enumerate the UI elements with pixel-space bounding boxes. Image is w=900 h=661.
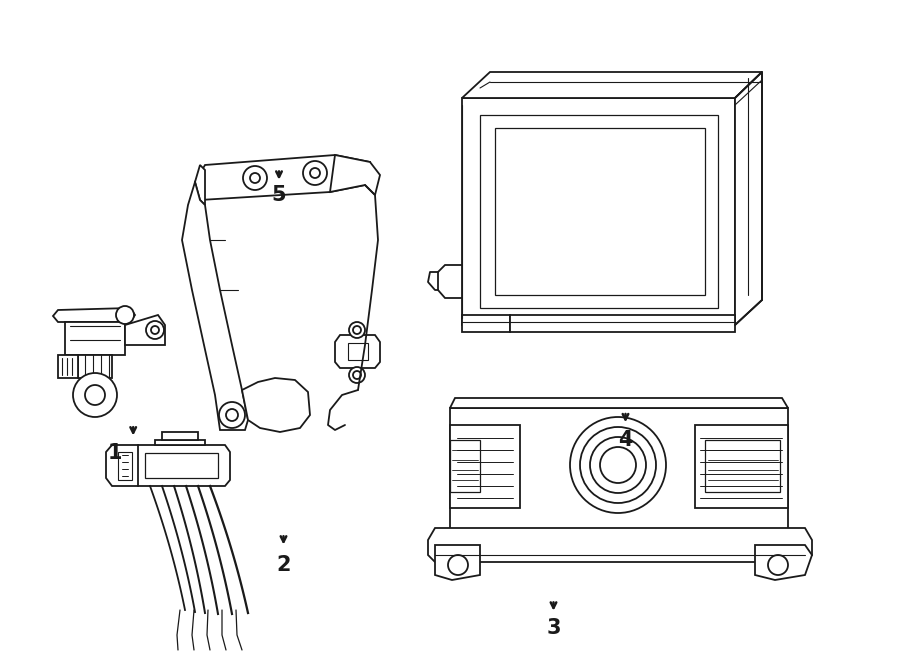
Polygon shape [65, 322, 125, 355]
Polygon shape [195, 155, 370, 200]
Circle shape [600, 447, 636, 483]
Polygon shape [58, 355, 78, 378]
Circle shape [151, 326, 159, 334]
Circle shape [353, 371, 361, 379]
Polygon shape [462, 98, 735, 325]
Polygon shape [755, 545, 812, 580]
Text: 3: 3 [546, 618, 561, 638]
Circle shape [580, 427, 656, 503]
Polygon shape [78, 355, 112, 378]
Text: 2: 2 [276, 555, 291, 575]
Circle shape [349, 367, 365, 383]
Circle shape [310, 168, 320, 178]
Circle shape [353, 326, 361, 334]
Polygon shape [462, 315, 510, 332]
Polygon shape [450, 408, 788, 530]
Circle shape [250, 173, 260, 183]
Polygon shape [195, 165, 205, 205]
Circle shape [219, 402, 245, 428]
Polygon shape [330, 155, 380, 195]
Polygon shape [125, 315, 165, 345]
Circle shape [570, 417, 666, 513]
Circle shape [243, 166, 267, 190]
Polygon shape [435, 545, 480, 580]
Polygon shape [705, 440, 780, 492]
Polygon shape [182, 182, 248, 430]
Circle shape [349, 322, 365, 338]
Polygon shape [735, 72, 762, 325]
Polygon shape [348, 343, 368, 360]
Polygon shape [335, 335, 380, 368]
Polygon shape [53, 308, 135, 322]
Circle shape [768, 555, 788, 575]
Circle shape [448, 555, 468, 575]
Polygon shape [462, 72, 762, 98]
Polygon shape [132, 445, 230, 486]
Polygon shape [428, 528, 812, 562]
Polygon shape [480, 115, 718, 308]
Polygon shape [242, 378, 310, 432]
Polygon shape [695, 425, 788, 508]
Polygon shape [450, 398, 788, 408]
Polygon shape [106, 445, 138, 486]
Circle shape [303, 161, 327, 185]
Polygon shape [495, 128, 705, 295]
Polygon shape [162, 432, 198, 440]
Circle shape [590, 437, 646, 493]
Text: 1: 1 [108, 443, 122, 463]
Text: 5: 5 [272, 185, 286, 205]
Polygon shape [510, 315, 735, 332]
Polygon shape [438, 265, 462, 298]
Polygon shape [450, 425, 520, 508]
Polygon shape [450, 440, 480, 492]
Circle shape [116, 306, 134, 324]
Polygon shape [145, 453, 218, 478]
Circle shape [73, 373, 117, 417]
Polygon shape [118, 452, 132, 480]
Polygon shape [155, 440, 205, 445]
Circle shape [226, 409, 238, 421]
Text: 4: 4 [618, 430, 633, 449]
Circle shape [146, 321, 164, 339]
Circle shape [85, 385, 105, 405]
